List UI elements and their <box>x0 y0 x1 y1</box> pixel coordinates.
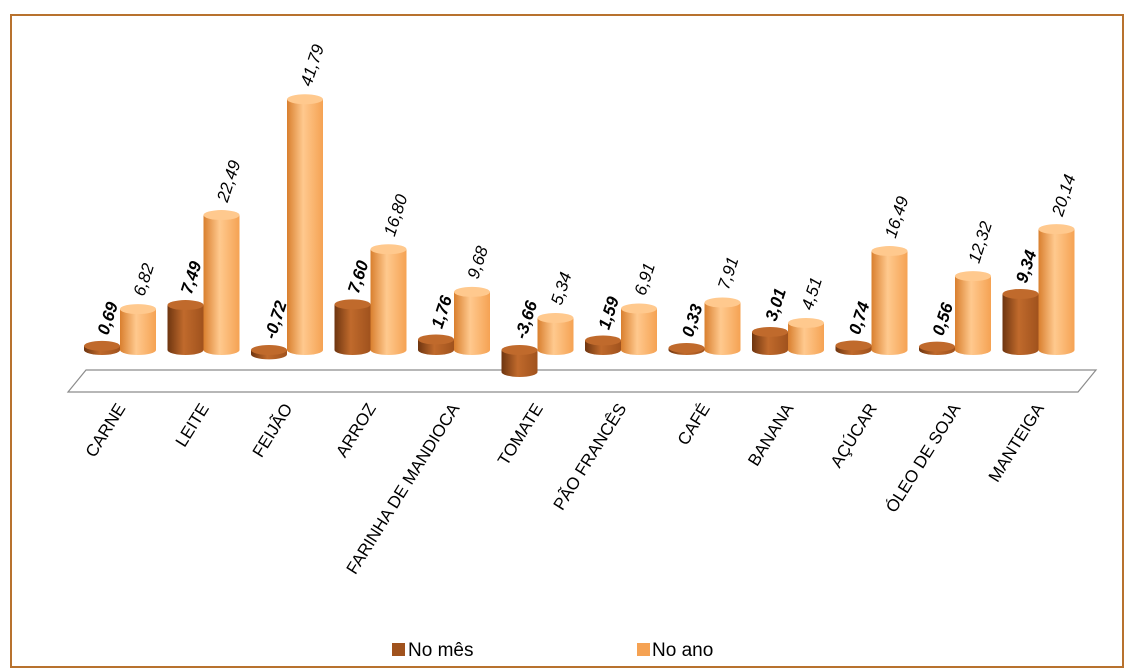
category-label-feijao: FEIJÃO <box>249 400 297 461</box>
chart-floor <box>66 369 1098 393</box>
bar-no-ano-manteiga <box>1038 224 1075 355</box>
category-label-carne: CARNE <box>82 400 130 461</box>
bar-no-mes-acucar <box>835 340 872 355</box>
bar-no-ano-leite <box>203 210 240 355</box>
bar-no-mes-tomate <box>501 345 538 377</box>
bar-no-ano-acucar <box>871 246 908 355</box>
category-label-arroz: ARROZ <box>332 400 380 461</box>
category-label-cafe: CAFÉ <box>674 400 714 449</box>
value-label-no-mes-feijao: -0,72 <box>261 298 291 341</box>
bar-no-mes-banana <box>752 326 788 355</box>
value-labels-layer: 0,69 6,82 7,49 22,49 -0,72 41,79 7,60 16,80 1,76… <box>94 42 1080 342</box>
value-label-no-mes-banana: 3,01 <box>762 286 790 323</box>
value-label-no-ano-feijao: 41,79 <box>297 42 328 89</box>
bar-no-ano-pao-frances <box>621 303 657 355</box>
bar-no-mes-leite <box>167 300 204 355</box>
category-label-tomate: TOMATE <box>494 400 547 469</box>
value-label-no-mes-cafe: 0,33 <box>678 301 706 339</box>
value-label-no-mes-pao-frances: 1,59 <box>595 294 623 332</box>
value-label-no-mes-carne: 0,69 <box>94 299 122 337</box>
bars-layer <box>84 94 1075 377</box>
category-label-manteiga: MANTEIGA <box>985 400 1049 486</box>
value-label-no-mes-manteiga: 9,34 <box>1012 247 1040 285</box>
value-label-no-ano-pao-frances: 6,91 <box>631 260 659 297</box>
value-label-no-ano-acucar: 16,49 <box>881 193 912 240</box>
legend-label-no-ano: No ano <box>652 640 713 661</box>
value-label-no-ano-banana: 4,51 <box>798 275 826 312</box>
bar-no-ano-farinha-de-mandioca <box>454 286 490 355</box>
value-label-no-mes-leite: 7,49 <box>177 258 205 296</box>
bar-no-ano-carne <box>120 304 156 355</box>
bar-no-mes-farinha-de-mandioca <box>418 334 454 355</box>
bar-no-mes-oleo-de-soja <box>919 341 955 355</box>
legend-swatch-no-ano <box>637 643 650 656</box>
bar-no-ano-arroz <box>370 244 407 355</box>
bar-no-mes-feijao <box>251 345 287 360</box>
value-label-no-mes-oleo-de-soja: 0,56 <box>929 300 957 338</box>
value-label-no-mes-farinha-de-mandioca: 1,76 <box>428 293 456 331</box>
bar-no-ano-banana <box>788 317 824 355</box>
legend-swatch-no-mes <box>392 643 405 656</box>
value-label-no-ano-manteiga: 20,14 <box>1048 172 1080 219</box>
bar-no-ano-oleo-de-soja <box>955 271 991 355</box>
value-label-no-mes-tomate: -3,66 <box>511 298 541 341</box>
bar-no-mes-arroz <box>334 299 371 355</box>
category-label-pao-frances: PÃO FRANCÊS <box>550 400 631 513</box>
bar-no-ano-tomate <box>537 312 574 355</box>
value-label-no-ano-leite: 22,49 <box>213 157 245 205</box>
value-label-no-ano-farinha-de-mandioca: 9,68 <box>464 243 492 281</box>
bar-no-mes-manteiga <box>1002 288 1039 355</box>
category-label-leite: LEITE <box>172 400 213 450</box>
value-label-no-mes-acucar: 0,74 <box>845 299 873 337</box>
category-label-oleo-de-soja: ÓLEO DE SOJA <box>882 399 965 515</box>
bar-no-ano-feijao <box>287 94 323 355</box>
bar-no-ano-cafe <box>704 297 741 355</box>
value-label-no-mes-arroz: 7,60 <box>344 258 372 296</box>
bar-no-mes-carne <box>84 340 120 355</box>
value-label-no-ano-arroz: 16,80 <box>380 192 411 239</box>
value-label-no-ano-oleo-de-soja: 12,32 <box>965 218 996 265</box>
value-label-no-ano-tomate: 5,34 <box>547 270 575 307</box>
legend: No mês No ano <box>392 640 713 661</box>
bar-no-mes-pao-frances <box>585 335 621 355</box>
category-label-acucar: AÇÚCAR <box>827 400 881 471</box>
category-label-banana: BANANA <box>744 400 798 470</box>
legend-label-no-mes: No mês <box>408 640 473 661</box>
value-label-no-ano-cafe: 7,91 <box>714 254 742 291</box>
value-label-no-ano-carne: 6,82 <box>130 260 158 298</box>
bar-no-mes-cafe <box>668 343 705 355</box>
